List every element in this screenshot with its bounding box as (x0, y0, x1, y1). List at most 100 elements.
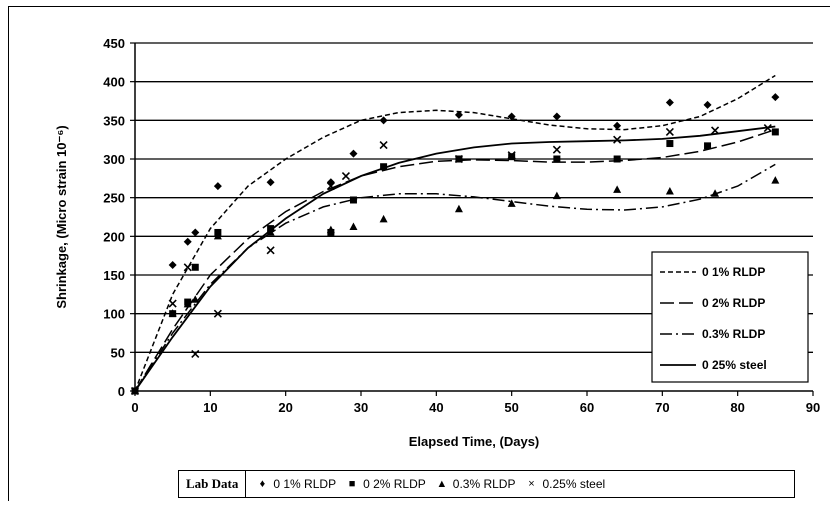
lab-data-title: Lab Data (179, 471, 247, 497)
diamond-point (191, 228, 200, 237)
x-point (711, 126, 720, 135)
x-tick-label: 80 (730, 400, 744, 415)
x-point (379, 141, 388, 150)
trend-line-3 (134, 163, 776, 392)
square-point (349, 196, 357, 204)
y-tick-label: 200 (103, 229, 125, 244)
axes (130, 42, 814, 396)
x-tick-label: 50 (504, 400, 518, 415)
x-point (130, 386, 140, 396)
square-point (553, 155, 561, 163)
tick-labels: 0 50 100 150 200 250 300 350 400 450 0 10 20 30 40 50 60… (103, 36, 820, 415)
x-point (213, 309, 222, 318)
x-point (326, 182, 335, 191)
x-point (191, 349, 200, 358)
x-point (613, 135, 622, 144)
x-axis-title: Elapsed Time, (Days) (409, 434, 540, 449)
chart-frame (8, 6, 830, 501)
square-point (508, 153, 516, 161)
square-point (666, 140, 674, 148)
legend-label-4: 0 25% steel (702, 358, 767, 372)
triangle-point (191, 295, 200, 303)
diamond-point (613, 121, 622, 130)
legend-label-3: 0.3% RLDP (702, 327, 765, 341)
diamond-point (552, 112, 561, 121)
x-point (763, 124, 772, 133)
triangle-point (349, 222, 358, 231)
x-point (168, 299, 177, 308)
y-tick-label: 250 (103, 191, 125, 206)
x-point (341, 171, 350, 181)
y-tick-label: 350 (103, 113, 125, 128)
diamond-marker-icon: ♦ (259, 478, 266, 490)
y-tick-label: 300 (103, 152, 125, 167)
square-point (771, 128, 779, 136)
triangle-point (665, 186, 674, 195)
triangle-point (454, 204, 463, 213)
trend-legend-box (651, 251, 809, 383)
trend-line-1 (134, 74, 776, 392)
trend-lines (134, 74, 776, 392)
triangle-point (183, 299, 192, 308)
y-tick-label: 0 (118, 384, 125, 399)
x-tick-label: 60 (580, 400, 594, 415)
lab-data-label: 0 1% RLDP (273, 477, 337, 491)
diamond-point (349, 149, 358, 158)
y-tick-label: 50 (111, 345, 125, 360)
triangle-point (771, 176, 780, 184)
legend-label-2: 0 2% RLDP (702, 296, 765, 310)
lab-data-legend: Lab Data ♦ 0 1% RLDP ■ 0 2% RLDP ▲ 0.3% RLDP ×… (178, 470, 795, 498)
x-tick-label: 10 (203, 400, 217, 415)
lab-data-label: 0.25% steel (542, 477, 606, 491)
x-tick-label: 0 (131, 400, 138, 415)
legend-label-1: 0 1% RLDP (702, 265, 765, 279)
x-tick-label: 40 (429, 400, 443, 415)
diamond-point (771, 93, 780, 102)
triangle-point (326, 225, 335, 234)
triangle-point (552, 191, 561, 200)
x-tick-label: 30 (354, 400, 368, 415)
lab-data-label: 0 2% RLDP (363, 477, 426, 491)
x-point (552, 145, 561, 154)
trend-line-2 (134, 128, 776, 392)
y-axis-title: Shrinkage, (Micro strain 10⁻⁶) (54, 125, 69, 308)
y-tick-label: 450 (103, 36, 125, 51)
diamond-point (213, 182, 222, 191)
x-point (665, 127, 674, 136)
y-tick-label: 150 (103, 268, 125, 283)
lab-data-item-2: ■ 0 2% RLDP (346, 477, 426, 491)
lab-data-item-4: × 0.25% steel (525, 477, 605, 491)
x-tick-label: 70 (655, 400, 669, 415)
lab-data-label: 0.3% RLDP (452, 477, 516, 491)
triangle-marker-icon: ▲ (436, 478, 448, 490)
x-point (266, 246, 275, 255)
triangle-point (168, 309, 177, 317)
diamond-point (183, 237, 192, 246)
square-point (704, 142, 712, 150)
diamond-point (266, 178, 275, 187)
triangle-point (507, 199, 516, 207)
square-marker-icon: ■ (348, 478, 356, 490)
diamond-point (454, 110, 463, 119)
square-point (380, 163, 388, 171)
x-tick-label: 20 (278, 400, 292, 415)
trend-legend: 0 1% RLDP 0 2% RLDP 0.3% RLDP 0 25% steel (651, 251, 809, 383)
x-point (507, 151, 516, 160)
trend-line-4 (134, 125, 776, 392)
lab-data-item-3: ▲ 0.3% RLDP (436, 477, 516, 491)
triangle-point (613, 185, 622, 193)
diamond-point (507, 112, 516, 121)
shrinkage-chart: 0 50 100 150 200 250 300 350 400 450 0 10 20 30 40 50 60… (54, 36, 820, 449)
triangle-point (379, 214, 388, 223)
x-tick-label: 90 (806, 400, 820, 415)
gridlines (135, 42, 813, 353)
x-point (183, 263, 192, 272)
diamond-point (168, 260, 177, 269)
lab-data-item-1: ♦ 0 1% RLDP (256, 477, 337, 491)
x-marker-icon: × (528, 478, 535, 490)
diamond-point (379, 116, 388, 125)
data-points (130, 93, 780, 396)
triangle-point (711, 189, 720, 197)
x-point (454, 154, 463, 164)
diamond-point (703, 100, 712, 109)
